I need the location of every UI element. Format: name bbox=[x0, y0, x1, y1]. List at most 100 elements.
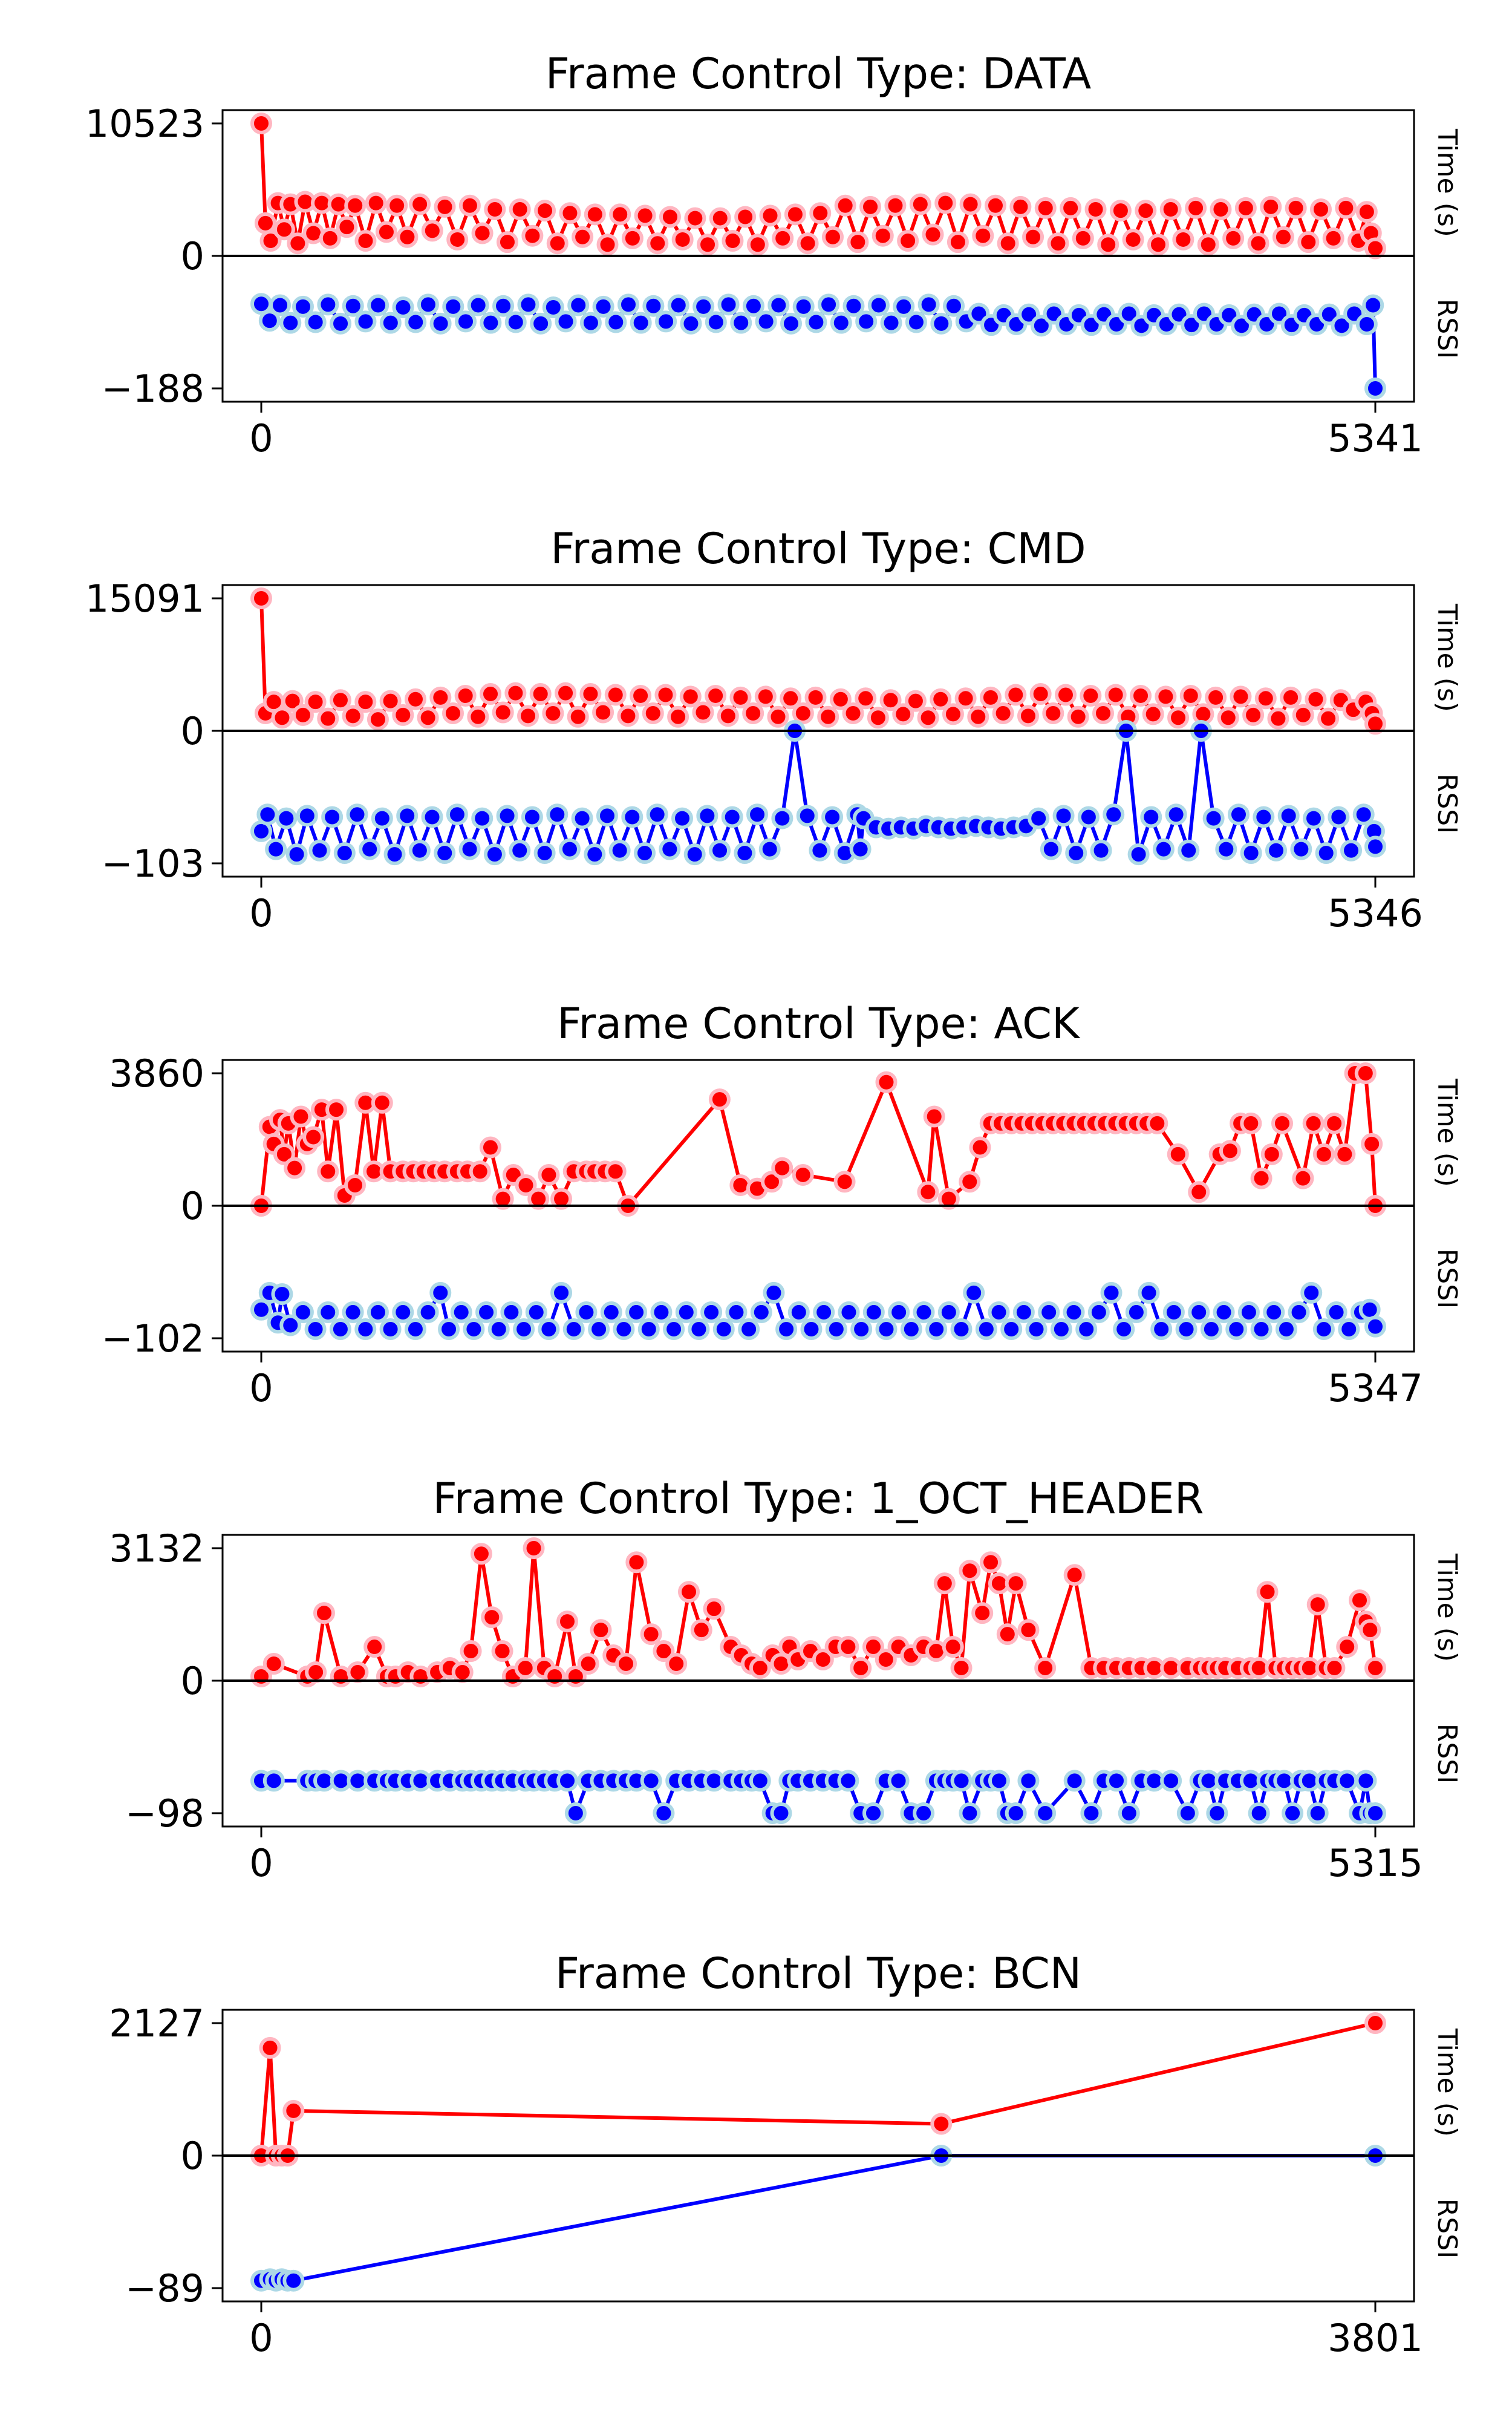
data-point-rssi bbox=[925, 1318, 948, 1340]
data-point-rssi bbox=[630, 312, 652, 334]
data-point-time bbox=[837, 1636, 859, 1658]
data-point-time bbox=[1109, 200, 1132, 222]
data-point-time bbox=[1250, 1167, 1272, 1189]
data-point-rssi bbox=[330, 312, 352, 335]
data-point-time bbox=[1188, 1181, 1210, 1203]
y-tick-label: 2127 bbox=[109, 2001, 204, 2046]
data-point-rssi bbox=[1178, 839, 1200, 862]
data-point-rssi bbox=[333, 842, 356, 864]
data-point-rssi bbox=[262, 1770, 285, 1792]
y-tick-label: 0 bbox=[181, 1659, 204, 1703]
data-point-time bbox=[922, 223, 944, 246]
data-point-time bbox=[867, 707, 889, 729]
data-point-rssi bbox=[1265, 839, 1287, 862]
data-point-time bbox=[879, 689, 902, 711]
data-point-rssi bbox=[1162, 1301, 1185, 1324]
data-point-time bbox=[1142, 703, 1164, 725]
data-point-rssi bbox=[304, 311, 327, 333]
y-axis-label-rssi: RSSI bbox=[1432, 1724, 1462, 1784]
data-point-rssi bbox=[579, 312, 602, 334]
data-point-time bbox=[1072, 227, 1094, 249]
data-point-rssi bbox=[1338, 1318, 1360, 1340]
data-point-rssi bbox=[285, 843, 308, 866]
data-point-rssi bbox=[1160, 1770, 1182, 1792]
chart-panel-3: Frame Control Type: 1_OCT_HEADER 3132 0 −98… bbox=[109, 1474, 1462, 1885]
y-axis-label-time: Time (s) bbox=[1432, 2028, 1462, 2137]
data-point-time bbox=[417, 707, 439, 729]
data-point-time bbox=[1219, 1140, 1241, 1162]
data-point-time bbox=[1034, 1657, 1057, 1679]
data-point-time bbox=[621, 227, 644, 249]
data-point-rssi bbox=[763, 1281, 785, 1304]
data-point-time bbox=[354, 230, 377, 252]
data-point-rssi bbox=[442, 295, 464, 318]
data-point-time bbox=[875, 1071, 898, 1093]
data-point-time bbox=[971, 1602, 994, 1624]
data-point-time bbox=[708, 1088, 731, 1111]
data-point-rssi bbox=[417, 1301, 439, 1324]
data-point-time bbox=[287, 232, 309, 255]
data-point-rssi bbox=[700, 1301, 723, 1324]
y-tick-label: 3132 bbox=[109, 1526, 204, 1571]
data-point-rssi bbox=[650, 1301, 673, 1324]
data-point-rssi bbox=[408, 839, 431, 862]
data-point-time bbox=[529, 683, 552, 705]
data-point-time bbox=[933, 1572, 956, 1595]
data-point-time bbox=[1271, 1112, 1294, 1134]
data-point-rssi bbox=[767, 294, 790, 316]
data-point-time bbox=[1005, 684, 1027, 706]
data-point-time bbox=[1317, 707, 1340, 730]
data-point-rssi bbox=[1282, 1802, 1304, 1824]
data-point-rssi bbox=[450, 1301, 472, 1324]
data-point-time bbox=[759, 204, 781, 227]
data-point-time bbox=[467, 705, 489, 728]
data-point-time bbox=[1364, 2012, 1386, 2034]
data-point-time bbox=[897, 230, 919, 252]
data-point-time bbox=[1297, 231, 1320, 253]
y-axis-label-time: Time (s) bbox=[1432, 1553, 1462, 1662]
data-point-time bbox=[847, 231, 869, 253]
data-point-rssi bbox=[392, 1301, 414, 1324]
data-point-rssi bbox=[1237, 1301, 1260, 1324]
data-point-time bbox=[729, 686, 752, 708]
data-point-time bbox=[829, 688, 852, 710]
y-tick-label: 15091 bbox=[85, 577, 204, 621]
data-point-rssi bbox=[317, 293, 339, 316]
data-point-rssi bbox=[1362, 294, 1384, 316]
data-point-rssi bbox=[463, 1318, 485, 1340]
data-point-time bbox=[282, 2099, 305, 2122]
data-point-rssi bbox=[487, 1318, 510, 1340]
data-point-rssi bbox=[640, 1770, 662, 1792]
data-point-time bbox=[446, 228, 469, 250]
data-point-time bbox=[590, 1619, 612, 1641]
data-point-time bbox=[761, 1171, 783, 1193]
data-point-rssi bbox=[467, 294, 489, 316]
data-point-rssi bbox=[258, 310, 281, 332]
data-point-time bbox=[1005, 1572, 1027, 1595]
data-point-time bbox=[577, 1653, 599, 1675]
data-point-rssi bbox=[1025, 1318, 1048, 1340]
data-point-time bbox=[1230, 685, 1252, 708]
data-point-time bbox=[273, 218, 295, 241]
data-point-rssi bbox=[709, 839, 731, 862]
y-axis-label-rssi: RSSI bbox=[1432, 1249, 1462, 1309]
data-point-rssi bbox=[308, 839, 331, 862]
data-point-time bbox=[1080, 684, 1102, 707]
data-point-rssi bbox=[663, 1318, 685, 1340]
data-point-rssi bbox=[1288, 1301, 1310, 1324]
data-point-time bbox=[371, 1091, 393, 1114]
data-point-rssi bbox=[1355, 313, 1378, 335]
data-point-time bbox=[336, 216, 358, 238]
data-point-time bbox=[460, 1640, 482, 1663]
y-axis-label-time: Time (s) bbox=[1432, 1078, 1462, 1187]
data-point-time bbox=[703, 1598, 725, 1620]
data-point-time bbox=[892, 703, 914, 725]
data-point-time bbox=[679, 685, 702, 708]
data-point-rssi bbox=[1253, 806, 1275, 828]
data-point-time bbox=[904, 690, 927, 712]
data-point-rssi bbox=[521, 806, 543, 828]
data-point-rssi bbox=[862, 1802, 884, 1824]
data-point-time bbox=[833, 1171, 856, 1193]
